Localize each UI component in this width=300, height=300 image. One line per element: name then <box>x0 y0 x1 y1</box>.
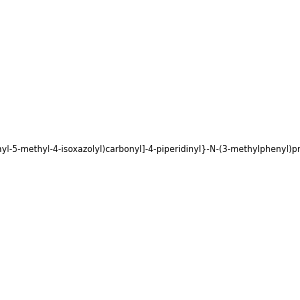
Text: 3-{1-[(3-ethyl-5-methyl-4-isoxazolyl)carbonyl]-4-piperidinyl}-N-(3-methylphenyl): 3-{1-[(3-ethyl-5-methyl-4-isoxazolyl)car… <box>0 146 300 154</box>
